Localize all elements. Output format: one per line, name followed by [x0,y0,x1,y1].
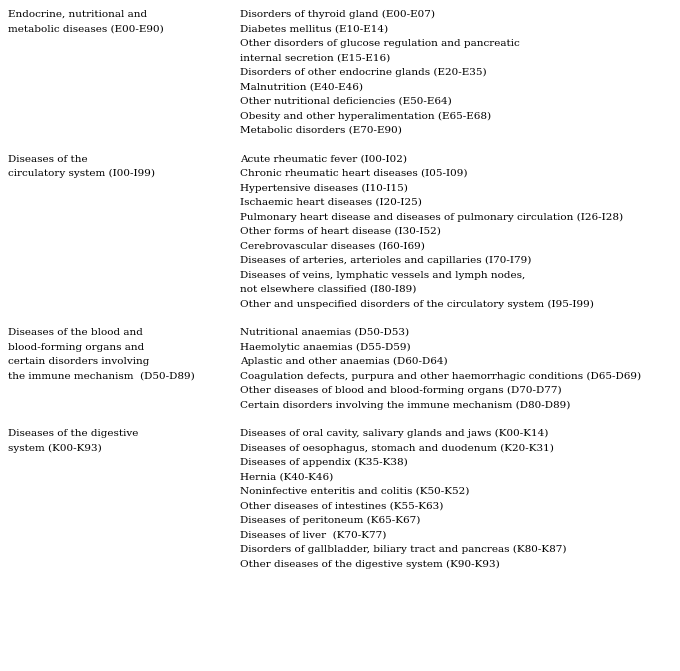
Text: Haemolytic anaemias (D55-D59): Haemolytic anaemias (D55-D59) [240,342,411,352]
Text: Diseases of arteries, arterioles and capillaries (I70-I79): Diseases of arteries, arterioles and cap… [240,256,531,265]
Text: Disorders of gallbladder, biliary tract and pancreas (K80-K87): Disorders of gallbladder, biliary tract … [240,545,566,554]
Text: Obesity and other hyperalimentation (E65-E68): Obesity and other hyperalimentation (E65… [240,111,491,121]
Text: Coagulation defects, purpura and other haemorrhagic conditions (D65-D69): Coagulation defects, purpura and other h… [240,372,641,380]
Text: Cerebrovascular diseases (I60-I69): Cerebrovascular diseases (I60-I69) [240,242,425,250]
Text: Other forms of heart disease (I30-I52): Other forms of heart disease (I30-I52) [240,227,441,236]
Text: Diseases of veins, lymphatic vessels and lymph nodes,: Diseases of veins, lymphatic vessels and… [240,270,525,280]
Text: blood-forming organs and: blood-forming organs and [8,342,144,352]
Text: Noninfective enteritis and colitis (K50-K52): Noninfective enteritis and colitis (K50-… [240,487,469,496]
Text: circulatory system (I00-I99): circulatory system (I00-I99) [8,169,155,178]
Text: certain disorders involving: certain disorders involving [8,357,150,366]
Text: Endocrine, nutritional and: Endocrine, nutritional and [8,10,147,19]
Text: Diseases of peritoneum (K65-K67): Diseases of peritoneum (K65-K67) [240,516,420,525]
Text: Diseases of oesophagus, stomach and duodenum (K20-K31): Diseases of oesophagus, stomach and duod… [240,444,554,453]
Text: Malnutrition (E40-E46): Malnutrition (E40-E46) [240,83,363,91]
Text: the immune mechanism  (D50-D89): the immune mechanism (D50-D89) [8,372,194,380]
Text: Other diseases of blood and blood-forming organs (D70-D77): Other diseases of blood and blood-formin… [240,386,562,395]
Text: Ischaemic heart diseases (I20-I25): Ischaemic heart diseases (I20-I25) [240,198,422,207]
Text: Other disorders of glucose regulation and pancreatic: Other disorders of glucose regulation an… [240,39,520,48]
Text: Diseases of oral cavity, salivary glands and jaws (K00-K14): Diseases of oral cavity, salivary glands… [240,429,548,438]
Text: Diseases of the digestive: Diseases of the digestive [8,429,138,438]
Text: Diseases of appendix (K35-K38): Diseases of appendix (K35-K38) [240,458,408,467]
Text: Disorders of thyroid gland (E00-E07): Disorders of thyroid gland (E00-E07) [240,10,435,19]
Text: Aplastic and other anaemias (D60-D64): Aplastic and other anaemias (D60-D64) [240,357,447,366]
Text: Certain disorders involving the immune mechanism (D80-D89): Certain disorders involving the immune m… [240,401,571,409]
Text: system (K00-K93): system (K00-K93) [8,444,102,453]
Text: internal secretion (E15-E16): internal secretion (E15-E16) [240,54,390,62]
Text: Diseases of the blood and: Diseases of the blood and [8,328,143,337]
Text: Hypertensive diseases (I10-I15): Hypertensive diseases (I10-I15) [240,183,408,193]
Text: Disorders of other endocrine glands (E20-E35): Disorders of other endocrine glands (E20… [240,68,487,77]
Text: Chronic rheumatic heart diseases (I05-I09): Chronic rheumatic heart diseases (I05-I0… [240,169,468,178]
Text: Diabetes mellitus (E10-E14): Diabetes mellitus (E10-E14) [240,25,388,34]
Text: not elsewhere classified (I80-I89): not elsewhere classified (I80-I89) [240,285,416,294]
Text: Hernia (K40-K46): Hernia (K40-K46) [240,472,333,482]
Text: Pulmonary heart disease and diseases of pulmonary circulation (I26-I28): Pulmonary heart disease and diseases of … [240,213,623,221]
Text: Diseases of the: Diseases of the [8,154,88,164]
Text: metabolic diseases (E00-E90): metabolic diseases (E00-E90) [8,25,164,34]
Text: Other nutritional deficiencies (E50-E64): Other nutritional deficiencies (E50-E64) [240,97,452,106]
Text: Other and unspecified disorders of the circulatory system (I95-I99): Other and unspecified disorders of the c… [240,299,594,309]
Text: Acute rheumatic fever (I00-I02): Acute rheumatic fever (I00-I02) [240,154,407,164]
Text: Metabolic disorders (E70-E90): Metabolic disorders (E70-E90) [240,126,402,135]
Text: Diseases of liver  (K70-K77): Diseases of liver (K70-K77) [240,531,386,539]
Text: Nutritional anaemias (D50-D53): Nutritional anaemias (D50-D53) [240,328,409,337]
Text: Other diseases of the digestive system (K90-K93): Other diseases of the digestive system (… [240,560,500,568]
Text: Other diseases of intestines (K55-K63): Other diseases of intestines (K55-K63) [240,501,443,511]
